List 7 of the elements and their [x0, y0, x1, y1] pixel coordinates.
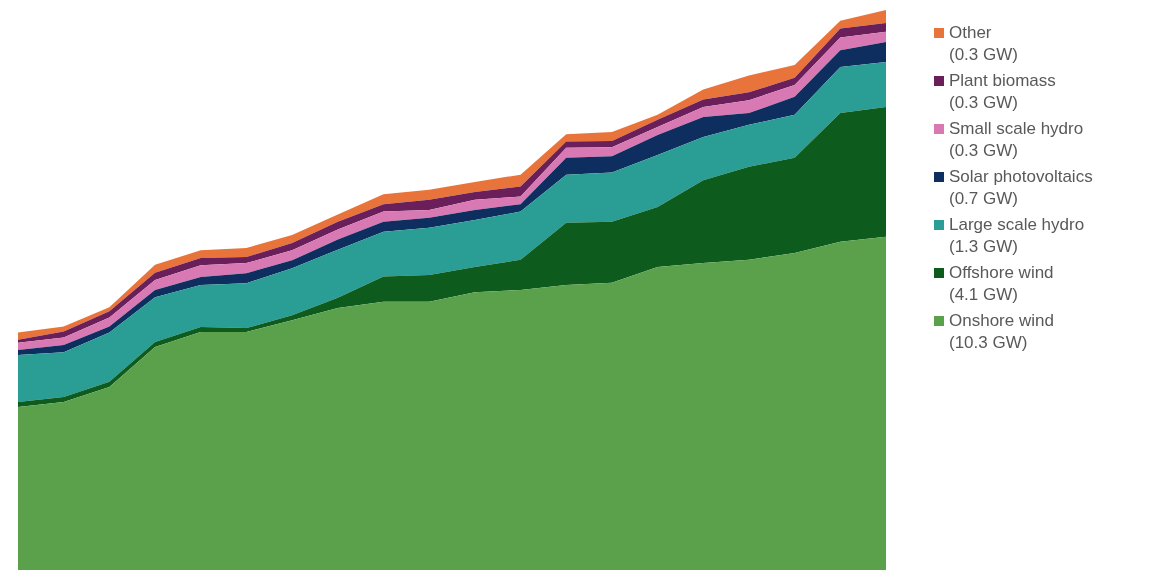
- legend-label: Solar photovoltaics (0.7 GW): [949, 166, 1093, 210]
- legend-label: Offshore wind (4.1 GW): [949, 262, 1054, 306]
- legend-label: Large scale hydro (1.3 GW): [949, 214, 1085, 258]
- legend-label: Other (0.3 GW): [949, 22, 1018, 66]
- legend-label: Plant biomass (0.3 GW): [949, 70, 1056, 114]
- legend-label: Small scale hydro (0.3 GW): [949, 118, 1084, 162]
- legend-label: Onshore wind (10.3 GW): [949, 310, 1054, 354]
